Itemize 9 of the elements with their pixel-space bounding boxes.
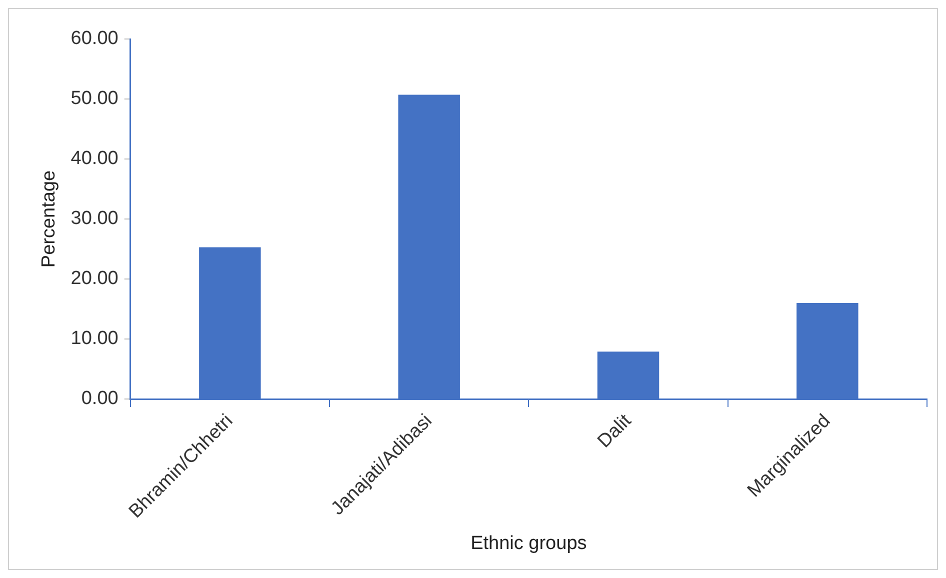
y-tick-label: 10.00: [70, 328, 118, 350]
y-tick-label: 60.00: [70, 28, 118, 50]
y-tick-label: 0.00: [81, 388, 118, 410]
x-axis-title: Ethnic groups: [470, 532, 587, 554]
y-tick-label: 40.00: [70, 148, 118, 170]
y-axis-title: Percentage: [38, 170, 60, 268]
y-tick-label: 20.00: [70, 268, 118, 290]
y-tick-label: 30.00: [70, 208, 118, 230]
y-tick-label: 50.00: [70, 88, 118, 110]
